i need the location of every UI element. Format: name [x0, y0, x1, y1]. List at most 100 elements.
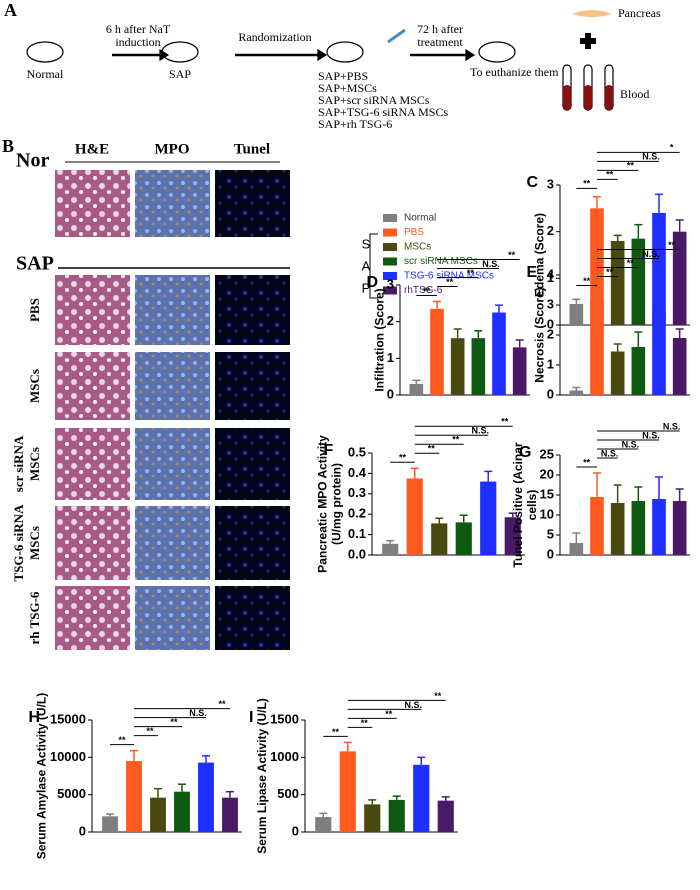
significance-label: **	[501, 417, 509, 427]
bar	[198, 762, 214, 832]
bar	[437, 800, 454, 832]
label: SAP	[169, 67, 191, 81]
bar	[569, 543, 584, 555]
bar	[652, 499, 666, 555]
significance-label: **	[583, 457, 591, 467]
bar	[315, 817, 332, 832]
legend-bracket	[369, 233, 378, 299]
y-axis-label: cells)	[525, 490, 539, 521]
significance-label: **	[434, 691, 442, 701]
bar	[222, 797, 238, 832]
y-tick-label: 1500	[270, 711, 299, 726]
bar	[382, 543, 399, 555]
significance-label: N.S.	[622, 439, 640, 449]
significance-label: N.S.	[601, 448, 619, 458]
panel-a-art	[26, 10, 614, 111]
y-tick-label: 5000	[57, 786, 86, 801]
group-label: SAP+TSG-6 siRNA MSCs	[318, 105, 448, 119]
y-axis-label: (U/mg protein)	[330, 463, 344, 545]
significance-label: **	[332, 727, 340, 737]
row-label: scr siRNA	[11, 435, 26, 492]
bar	[150, 797, 166, 832]
y-tick-label: 3	[547, 296, 554, 311]
y-tick-label: 0	[292, 823, 299, 838]
legend-label: TSG-6 siRNA MSCs	[404, 271, 494, 282]
panel-letter: H	[29, 709, 41, 726]
row-label: MSCs	[27, 369, 42, 403]
bar	[455, 522, 472, 555]
label: SAP	[16, 253, 54, 275]
y-tick-label: 0	[547, 316, 554, 331]
legend-label: scr siRNA MSCs	[404, 256, 478, 267]
significance-label: **	[583, 179, 591, 189]
significance-label: **	[428, 444, 436, 454]
y-tick-label: 500	[277, 786, 299, 801]
significance-label: N.S.	[642, 152, 660, 162]
significance-label: N.S.	[471, 426, 489, 436]
bar	[339, 751, 356, 832]
label: Nor	[16, 150, 49, 172]
bar	[388, 799, 405, 832]
significance-label: **	[361, 718, 369, 728]
label: induction	[115, 35, 160, 49]
significance-label: **	[583, 276, 591, 286]
bar	[174, 791, 190, 832]
y-tick-label: 3	[387, 276, 394, 291]
y-tick-label: 0.0	[348, 546, 366, 561]
bar	[631, 238, 646, 325]
bar	[406, 478, 423, 555]
column-label: Tunel	[234, 141, 270, 157]
y-tick-label: 1	[387, 350, 394, 365]
y-tick-label: 1	[547, 356, 554, 371]
label: Randomization	[238, 30, 311, 44]
y-axis-label: Pancreatic MPO Activity	[316, 435, 330, 573]
legend-swatch	[383, 228, 397, 237]
bar	[631, 347, 646, 395]
significance-label: **	[218, 699, 226, 709]
y-tick-label: 15000	[50, 711, 86, 726]
panel-b: B Nor H&E MPO Tunel SAP	[2, 136, 270, 274]
panel-letter: D	[367, 274, 379, 291]
legend-swatch	[383, 243, 397, 251]
legend-swatch	[383, 214, 397, 222]
y-tick-label: 10000	[50, 749, 86, 764]
y-tick-label: 20	[540, 466, 554, 481]
y-axis-label: Tunel Positive (Acinar	[511, 442, 525, 567]
significance-label: N.S.	[663, 421, 681, 431]
bar	[672, 338, 687, 395]
y-tick-label: 0.3	[348, 485, 366, 500]
significance-label: **	[146, 726, 154, 736]
y-tick-label: 0	[387, 386, 394, 401]
legend-swatch	[383, 257, 397, 266]
significance-label: **	[423, 286, 431, 296]
bar	[569, 304, 584, 325]
y-tick-label: 0.4	[348, 465, 367, 480]
y-tick-label: 2	[547, 223, 554, 238]
bar	[492, 312, 506, 395]
chart: 0.0 0.1 0.2 0.3 0.4 0.5 Pancreatic MPO Activit…	[316, 417, 525, 573]
group-label: SAP+MSCs	[318, 81, 377, 95]
bar	[364, 804, 381, 832]
panel-letter: A	[4, 0, 17, 20]
y-tick-label: 2	[547, 326, 554, 341]
y-axis-label: Serum Lipase Activity (U/L)	[255, 698, 269, 854]
legend-swatch	[383, 286, 397, 295]
bracket-letter: P	[362, 280, 371, 295]
legend-swatch	[383, 272, 397, 280]
bar	[102, 816, 118, 832]
significance-label: N.S.	[642, 249, 660, 259]
y-tick-label: 4	[547, 266, 555, 281]
significance-label: **	[627, 258, 635, 268]
bar	[672, 231, 687, 325]
bar	[413, 764, 430, 832]
bar	[569, 390, 584, 395]
label: To euthanize them	[470, 65, 559, 79]
y-tick-label: 0.5	[348, 444, 366, 459]
y-tick-label: 5	[547, 526, 554, 541]
panel-letter: B	[2, 136, 14, 156]
bar	[504, 517, 521, 555]
panel-letter: G	[519, 444, 531, 461]
